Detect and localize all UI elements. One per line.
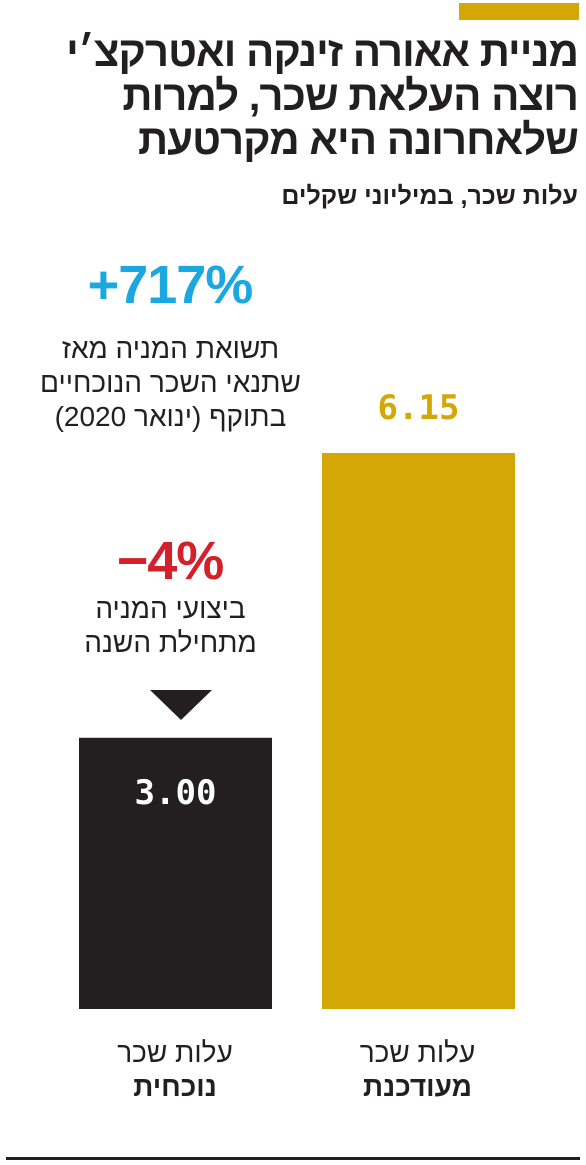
header-accent-bar <box>459 3 579 20</box>
category-label-updated: עלות שכר מעודכנת <box>310 1036 525 1104</box>
stat-increase-label: תשואת המניה מאז שתנאי השכר הנוכחיים בתוק… <box>40 333 301 432</box>
down-arrow-icon <box>150 690 212 720</box>
bar-updated <box>322 453 515 1009</box>
category-label-updated-line1: עלות שכר <box>359 1037 476 1068</box>
chart-subtitle: עלות שכר, במיליוני שקלים <box>281 182 578 210</box>
category-label-updated-line2: מעודכנת <box>363 1071 472 1102</box>
stat-increase-value: +717% <box>87 255 254 315</box>
category-label-current-line1: עלות שכר <box>117 1037 233 1068</box>
bottom-rule <box>6 1157 580 1160</box>
category-label-current-line2: נוכחית <box>133 1071 217 1102</box>
data-label-current: 3.00 <box>135 773 217 813</box>
stat-decrease-label: ביצועי המניה מתחילת השנה <box>84 593 257 658</box>
stat-decrease-value: −4% <box>116 531 225 591</box>
chart-title: מניית אאורה זינקה ואטרקצ׳י רוצה העלאת שכ… <box>66 28 579 163</box>
data-label-updated: 6.15 <box>378 388 460 428</box>
bar-current <box>79 737 272 1009</box>
category-label-current: עלות שכר נוכחית <box>70 1036 280 1104</box>
